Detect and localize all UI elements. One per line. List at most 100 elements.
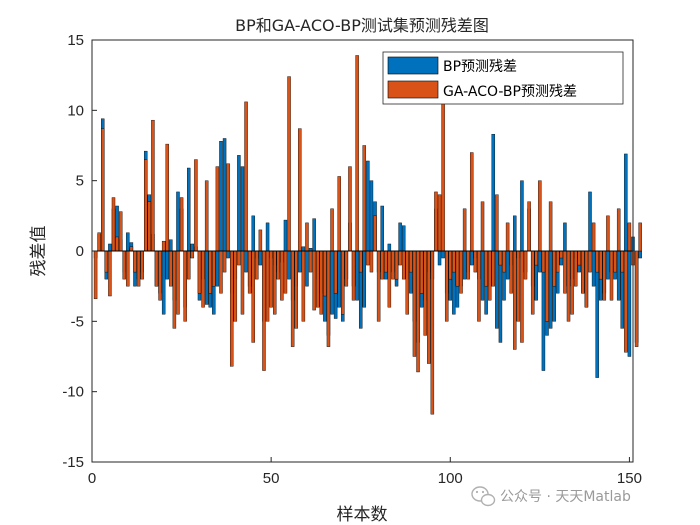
ga-aco-bp-bar-92: [419, 250, 424, 294]
y-tick-label: 0: [76, 243, 84, 260]
ga-aco-bp-bar-150: [627, 222, 632, 252]
bp-bar-150: [627, 250, 632, 357]
ga-aco-bp-bar-91: [416, 250, 420, 373]
bp-bar-86: [398, 222, 402, 252]
ga-aco-bp-bar-25: [179, 197, 184, 252]
ga-aco-bp-bar-73: [351, 250, 356, 301]
ga-aco-bp-bar-15: [144, 159, 148, 252]
ga-aco-bp-bar-8: [118, 211, 123, 252]
ga-aco-bp-bar-128: [548, 201, 553, 252]
ga-aco-bp-bar-83: [387, 250, 392, 308]
bp-bar-128: [548, 250, 553, 329]
ga-aco-bp-bar-54: [283, 250, 288, 294]
ga-aco-bp-bar-74: [355, 55, 359, 252]
bp-bar-36: [219, 141, 223, 252]
ga-aco-bp-bar-113: [495, 194, 499, 252]
bp-bar-41: [237, 155, 241, 252]
ga-aco-bp-bar-58: [298, 128, 302, 252]
ga-aco-bp-bar-72: [348, 166, 352, 252]
bp-bar-116: [505, 250, 510, 280]
x-tick-label: 150: [617, 470, 642, 487]
ga-aco-bp-bar-19: [158, 250, 162, 301]
ga-aco-bp-bar-12: [133, 250, 137, 273]
ga-aco-bp-bar-127: [545, 250, 549, 322]
plot-area: 0 50 100 150 -15 -10 -5 0 5 10 15: [62, 32, 642, 487]
bp-bar-47: [258, 250, 263, 266]
bp-bar-42: [240, 166, 245, 252]
bp-bar-35: [215, 250, 220, 287]
ga-aco-bp-bar-101: [452, 250, 456, 273]
ga-aco-bp-bar-81: [380, 250, 384, 280]
ga-aco-bp-bar-62: [312, 250, 316, 311]
y-axis-ticks: -15 -10 -5 0 5 10 15: [62, 32, 97, 471]
ga-aco-bp-bar-60: [305, 222, 309, 252]
bp-bar-83: [387, 243, 392, 252]
ga-aco-bp-bar-33: [208, 250, 212, 294]
bp-bar-104: [462, 250, 467, 280]
ga-aco-bp-bar-7: [115, 236, 119, 252]
ga-aco-bp-bar-107: [473, 250, 478, 273]
ga-aco-bp-bar-82: [384, 250, 388, 273]
bp-bar-49: [265, 222, 270, 252]
ga-aco-bp-bar-145: [609, 250, 614, 301]
bp-bar-147: [616, 250, 621, 301]
ga-aco-bp-bar-17: [151, 119, 155, 252]
bp-bar-109: [480, 250, 485, 301]
bp-bar-37: [222, 138, 227, 252]
ga-aco-bp-bar-37: [222, 250, 227, 273]
ga-aco-bp-bar-143: [602, 250, 607, 301]
ga-aco-bp-bar-27: [187, 250, 191, 280]
ga-aco-bp-bar-23: [172, 250, 177, 329]
ga-aco-bp-bar-68: [333, 250, 338, 294]
ga-aco-bp-bar-138: [584, 250, 589, 308]
bp-bar-28: [190, 243, 195, 252]
ga-aco-bp-bar-108: [477, 250, 481, 322]
ga-aco-bp-bar-90: [412, 250, 417, 357]
ga-aco-bp-bar-98: [441, 101, 445, 252]
bp-bar-27: [187, 167, 191, 252]
ga-aco-bp-bar-85: [394, 250, 399, 280]
bp-bar-76: [362, 250, 367, 308]
x-axis-label: 样本数: [337, 505, 388, 525]
bp-bar-81: [380, 205, 384, 252]
ga-aco-bp-bar-61: [308, 250, 313, 273]
ga-aco-bp-bar-112: [491, 250, 495, 287]
ga-aco-bp-bar-50: [269, 250, 273, 308]
bp-bar-118: [513, 215, 517, 252]
bp-bar-113: [495, 250, 499, 329]
ga-aco-bp-bar-63: [315, 250, 320, 308]
ga-aco-bp-bar-69: [337, 176, 341, 252]
ga-aco-bp-bar-149: [624, 250, 628, 353]
legend-swatch-ga-aco-bp: [387, 80, 439, 99]
bp-bar-77: [366, 160, 370, 252]
ga-aco-bp-bar-104: [462, 208, 467, 252]
ga-aco-bp-bar-18: [154, 250, 159, 287]
ga-aco-bp-bar-78: [369, 250, 374, 273]
bp-bar-97: [437, 250, 442, 266]
bp-bar-69: [337, 250, 341, 308]
bp-bar-98: [441, 250, 445, 259]
ga-aco-bp-bar-35: [215, 166, 220, 252]
bp-bar-5: [108, 243, 112, 252]
legend: BP预测残差 GA-ACO-BP预测残差: [382, 51, 624, 105]
bp-bar-38: [226, 250, 230, 259]
ga-aco-bp-bar-29: [194, 159, 198, 252]
ga-aco-bp-bar-126: [541, 250, 546, 273]
bp-bar-87: [401, 225, 406, 252]
ga-aco-bp-bar-49: [265, 250, 270, 322]
ga-aco-bp-bar-5: [108, 250, 112, 297]
ga-aco-bp-bar-120: [520, 250, 524, 343]
ga-aco-bp-bar-105: [466, 250, 470, 280]
ga-aco-bp-bar-121: [523, 250, 528, 280]
ga-aco-bp-bar-34: [212, 250, 216, 287]
ga-aco-bp-bar-30: [197, 250, 202, 294]
x-tick-label: 0: [88, 470, 96, 487]
ga-aco-bp-bar-88: [405, 250, 410, 315]
ga-aco-bp-bar-84: [391, 250, 395, 280]
ga-aco-bp-bar-87: [401, 250, 406, 280]
ga-aco-bp-bar-134: [570, 250, 574, 315]
bp-bar-60: [305, 250, 309, 287]
ga-aco-bp-bar-147: [616, 208, 621, 252]
ga-aco-bp-bar-135: [573, 250, 578, 287]
bp-bar-21: [165, 250, 169, 280]
